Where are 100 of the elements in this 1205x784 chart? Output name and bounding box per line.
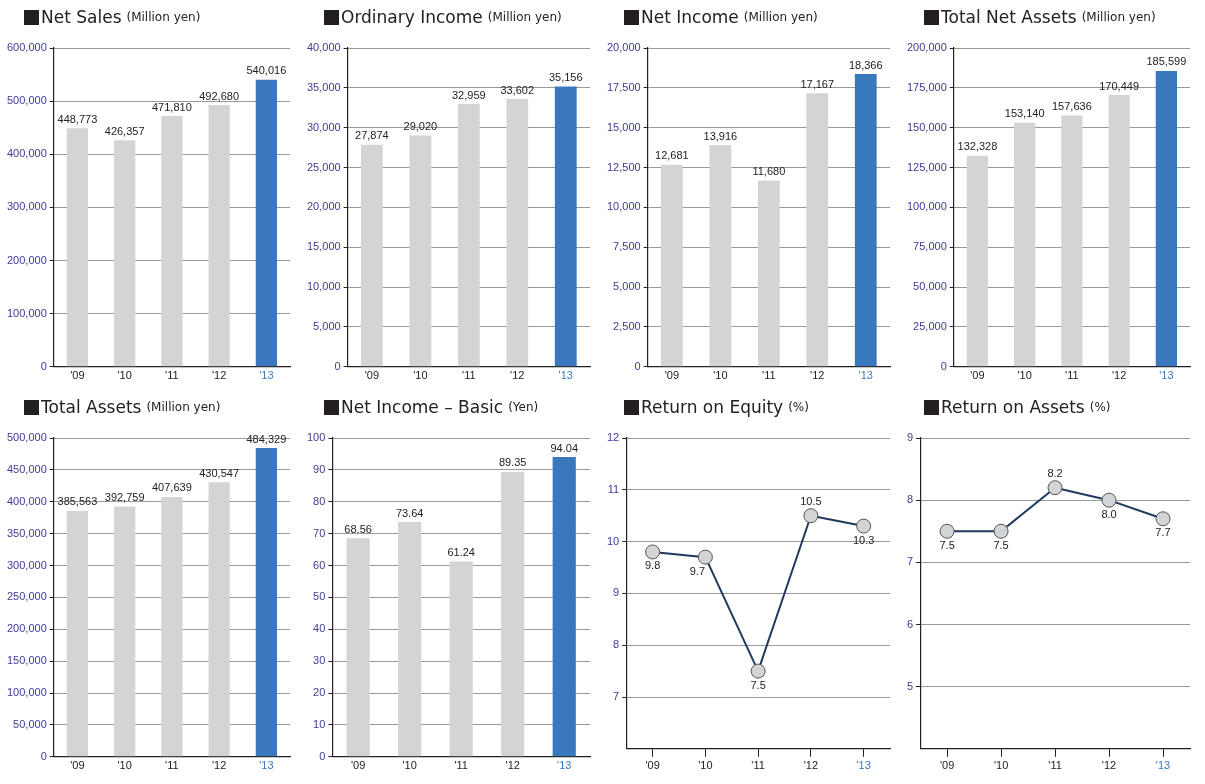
data-label: 8.2 bbox=[1047, 467, 1063, 480]
y-tick-label: 17,500 bbox=[606, 80, 641, 93]
data-label: 27,874 bbox=[355, 129, 389, 142]
y-tick-label: 20 bbox=[313, 686, 326, 699]
bar bbox=[966, 155, 989, 367]
y-tick-label: 10,000 bbox=[606, 200, 641, 213]
y-tick-label: 0 bbox=[319, 749, 326, 762]
data-label: 132,328 bbox=[957, 140, 998, 153]
data-label: 13,916 bbox=[703, 129, 738, 142]
y-tick-label: 100 bbox=[306, 431, 326, 444]
data-label: 17,167 bbox=[800, 77, 835, 90]
bar bbox=[409, 135, 432, 367]
y-tick-label: 300,000 bbox=[7, 200, 47, 213]
chart-subtitle: (%) bbox=[788, 400, 809, 414]
bar bbox=[66, 510, 89, 757]
data-label: 68.56 bbox=[344, 522, 372, 535]
data-label: 7.5 bbox=[993, 538, 1009, 551]
bar bbox=[709, 144, 732, 367]
y-tick-label: 25,000 bbox=[306, 160, 341, 173]
data-label: 9.7 bbox=[689, 564, 706, 577]
y-tick-label: 9 bbox=[906, 431, 914, 444]
data-label: 448,773 bbox=[57, 112, 98, 125]
bar bbox=[757, 180, 780, 367]
bar bbox=[854, 74, 877, 367]
data-label: 61.24 bbox=[447, 546, 475, 559]
data-label: 33,602 bbox=[500, 83, 535, 96]
y-tick-label: 10 bbox=[606, 534, 620, 547]
x-tick-label: '09 bbox=[970, 369, 985, 382]
data-label: 392,759 bbox=[104, 490, 145, 503]
y-tick-label: 100,000 bbox=[907, 200, 947, 213]
x-tick-label: '12 bbox=[1111, 369, 1127, 382]
data-label: 8.0 bbox=[1101, 507, 1117, 520]
data-label: 426,357 bbox=[104, 124, 145, 137]
x-tick-label: '09 bbox=[70, 369, 85, 382]
data-label: 157,636 bbox=[1052, 100, 1092, 113]
chart-title: Net Income – Basic bbox=[341, 397, 504, 417]
y-tick-label: 9 bbox=[613, 586, 620, 599]
x-tick-label: '10 bbox=[117, 369, 132, 382]
x-tick-label: '10 bbox=[402, 759, 417, 772]
y-tick-label: 500,000 bbox=[7, 94, 47, 107]
data-label: 12,681 bbox=[655, 149, 689, 162]
x-tick-label: '09 bbox=[939, 759, 955, 772]
y-tick-label: 400,000 bbox=[7, 147, 47, 160]
x-tick-label: '10 bbox=[117, 759, 132, 772]
x-tick-label: '12 bbox=[505, 759, 520, 772]
y-tick-label: 30,000 bbox=[306, 120, 341, 133]
x-tick-label: '10 bbox=[713, 369, 728, 382]
y-tick-label: 30 bbox=[313, 654, 326, 667]
y-tick-label: 200,000 bbox=[907, 41, 947, 54]
y-tick-label: 0 bbox=[334, 359, 341, 372]
y-tick-label: 80 bbox=[313, 494, 326, 507]
y-tick-label: 8 bbox=[613, 638, 620, 651]
y-tick-label: 75,000 bbox=[913, 240, 947, 253]
x-tick-label: '11 bbox=[462, 369, 476, 382]
y-tick-label: 0 bbox=[40, 359, 47, 372]
x-tick-label: '13 bbox=[259, 759, 274, 772]
data-label: 73.64 bbox=[395, 506, 424, 519]
data-label: 430,547 bbox=[199, 466, 240, 479]
data-label: 94.04 bbox=[550, 441, 578, 454]
x-tick-label: '13 bbox=[557, 759, 572, 772]
y-tick-label: 35,000 bbox=[306, 80, 341, 93]
y-tick-label: 12,500 bbox=[606, 160, 641, 173]
bar bbox=[806, 93, 829, 367]
chart-title: Total Net Assets bbox=[941, 7, 1077, 27]
bar bbox=[346, 538, 370, 757]
x-tick-label: '13 bbox=[858, 369, 873, 382]
data-label: 18,366 bbox=[848, 58, 883, 71]
y-tick-label: 12 bbox=[606, 431, 620, 444]
chart-subtitle: (Million yen) bbox=[487, 10, 562, 24]
data-label: 32,959 bbox=[451, 88, 486, 101]
y-tick-label: 200,000 bbox=[7, 253, 47, 266]
y-tick-label: 500,000 bbox=[7, 431, 47, 444]
data-label: 9.8 bbox=[644, 559, 661, 572]
y-tick-label: 450,000 bbox=[7, 462, 47, 475]
x-tick-label: '12 bbox=[803, 759, 819, 772]
data-label: 170,449 bbox=[1099, 79, 1140, 92]
chart-subtitle: (Million yen) bbox=[1081, 10, 1156, 24]
y-tick-label: 150,000 bbox=[7, 654, 47, 667]
chart-title: Return on Equity bbox=[641, 397, 784, 417]
bar bbox=[161, 496, 183, 757]
x-tick-label: '13 bbox=[856, 759, 871, 772]
bar bbox=[114, 140, 136, 367]
x-tick-label: '11 bbox=[1065, 369, 1079, 382]
data-label: 153,140 bbox=[1004, 107, 1045, 120]
bar bbox=[501, 471, 525, 757]
bar bbox=[457, 104, 480, 367]
data-label: 484,329 bbox=[246, 432, 287, 445]
x-tick-label: '09 bbox=[664, 369, 680, 382]
y-tick-label: 70 bbox=[313, 526, 326, 539]
bar bbox=[398, 522, 422, 757]
bar bbox=[255, 447, 278, 757]
chart-title: Net Sales bbox=[41, 7, 122, 27]
y-tick-label: 175,000 bbox=[907, 80, 947, 93]
data-label: 385,563 bbox=[57, 495, 98, 508]
data-label: 185,599 bbox=[1146, 55, 1187, 68]
x-tick-label: '09 bbox=[350, 759, 366, 772]
y-tick-label: 11 bbox=[607, 482, 620, 495]
y-tick-label: 15,000 bbox=[306, 240, 341, 253]
x-tick-label: '10 bbox=[993, 759, 1009, 772]
x-tick-label: '13 bbox=[558, 369, 573, 382]
